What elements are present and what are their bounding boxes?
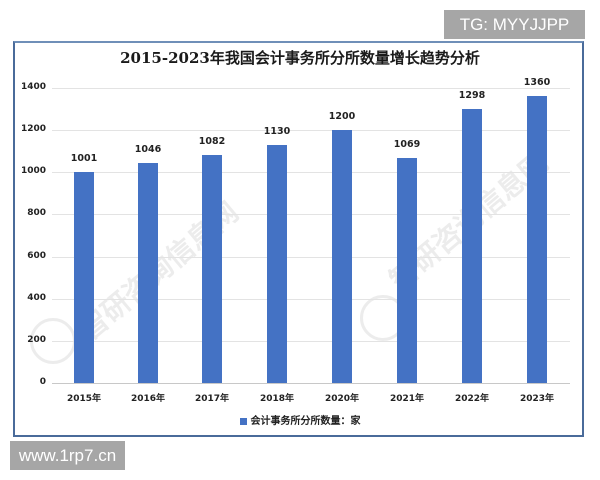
y-tick-label: 600 (27, 250, 46, 261)
x-tick-label: 2015年 (66, 394, 102, 404)
x-tick-label: 2016年 (130, 394, 166, 404)
gridline (52, 172, 570, 174)
x-axis-line (52, 383, 570, 384)
bar (462, 109, 482, 383)
legend: 会计事务所分所数量：家 (0, 412, 600, 427)
bar (138, 162, 158, 383)
y-tick-label: 400 (27, 292, 46, 303)
value-label: 1082 (198, 136, 226, 147)
value-label: 1069 (393, 138, 421, 150)
value-label: 1001 (70, 153, 98, 165)
value-label: 1130 (263, 125, 291, 137)
value-label: 1298 (458, 90, 486, 102)
gridline (52, 340, 570, 342)
chart-title: 2015-2023年我国会计事务所分所数量增长趋势分析 (120, 49, 480, 67)
y-tick-label: 0 (39, 377, 46, 387)
y-tick-label: 800 (27, 208, 46, 219)
x-tick-label: 2018年 (259, 394, 295, 404)
x-tick-label: 2023年 (519, 394, 555, 404)
y-tick-label: 1000 (20, 166, 46, 177)
x-tick-label: 2022年 (454, 394, 490, 404)
telegram-badge: TG: MYYJJPP (444, 10, 585, 39)
bar (202, 155, 222, 383)
x-tick-label: 2021年 (389, 394, 425, 404)
y-tick-label: 1400 (20, 82, 46, 92)
gridline (52, 256, 570, 258)
gridline (52, 88, 570, 89)
legend-swatch-icon (239, 417, 247, 425)
y-tick-label: 200 (27, 334, 46, 345)
chart-frame (13, 41, 584, 437)
legend-label: 会计事务所分所数量：家 (250, 416, 361, 427)
site-url-badge: www.1rp7.cn (10, 441, 125, 470)
y-tick-label: 1200 (20, 124, 46, 135)
bar (332, 130, 352, 383)
value-label: 1360 (523, 77, 551, 89)
gridline (52, 130, 570, 132)
bar (527, 96, 547, 383)
bar (74, 172, 94, 383)
value-label: 1046 (134, 143, 162, 155)
gridline (52, 298, 570, 300)
value-label: 1200 (328, 111, 356, 123)
bar (267, 144, 287, 383)
gridline (52, 214, 570, 216)
bar (397, 157, 417, 383)
x-tick-label: 2017年 (194, 394, 230, 404)
x-tick-label: 2020年 (324, 394, 360, 404)
